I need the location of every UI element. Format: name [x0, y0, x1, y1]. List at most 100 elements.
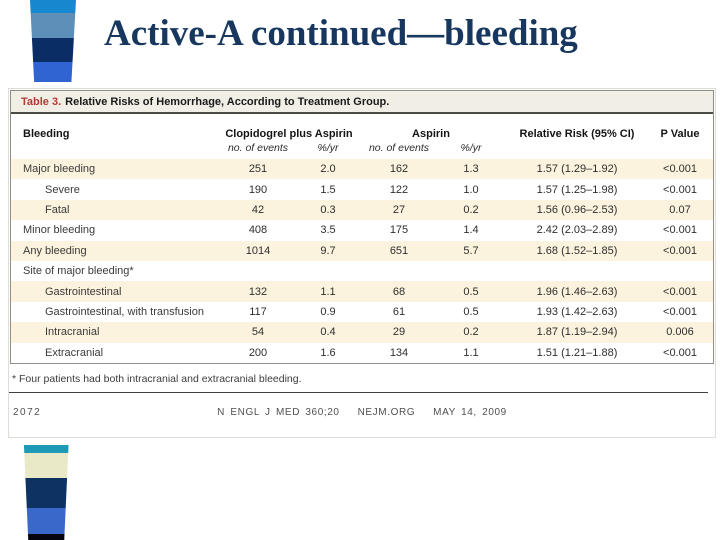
table-row: Minor bleeding 408 3.5 175 1.4 2.42 (2.03–2.8…: [11, 220, 713, 240]
table-row: Major bleeding 251 2.0 162 1.3 1.57 (1.29–1.9…: [11, 159, 713, 180]
subheader-events-2: no. of events: [368, 142, 430, 154]
table-footnote: * Four patients had both intracranial an…: [12, 372, 302, 385]
cell-rate-aspirin: 5.7: [463, 244, 479, 257]
cell-relative-risk: 1.51 (1.21–1.88): [536, 346, 618, 359]
decor-band: [30, 13, 76, 38]
cell-events-aspirin: 162: [389, 163, 409, 176]
cell-rate-aspirin: 0.2: [463, 203, 479, 216]
cell-rate-clopidogrel: 0.9: [320, 305, 336, 318]
cell-rate-clopidogrel: 9.7: [320, 244, 336, 257]
table-title: Relative Risks of Hemorrhage, According …: [65, 96, 390, 108]
table: Table 3. Relative Risks of Hemorrhage, Ac…: [10, 90, 714, 364]
row-label: Fatal: [45, 203, 70, 216]
cell-rate-clopidogrel: 1.5: [320, 183, 336, 196]
cell-events-aspirin: 175: [389, 224, 409, 237]
cell-rate-aspirin: 0.5: [463, 285, 479, 298]
decor-band: [30, 62, 76, 82]
row-label: Severe: [45, 183, 80, 196]
decor-band: [23, 534, 69, 540]
decor-band: [23, 453, 69, 478]
journal-date: MAY 14, 2009: [433, 406, 507, 418]
cell-p-value: <0.001: [663, 183, 697, 196]
header-p-value: P Value: [660, 128, 700, 140]
decor-band: [23, 445, 69, 453]
cell-events-aspirin: 27: [392, 203, 406, 216]
table-rows: Major bleeding 251 2.0 162 1.3 1.57 (1.29–1.9…: [11, 159, 713, 363]
cell-events-aspirin: 68: [392, 285, 406, 298]
cell-rate-clopidogrel: 1.6: [320, 346, 336, 359]
journal-site: NEJM.ORG: [357, 406, 416, 418]
cell-relative-risk: 1.96 (1.46–2.63): [536, 285, 618, 298]
header-bleeding: Bleeding: [23, 128, 70, 140]
cell-rate-clopidogrel: 0.4: [320, 326, 336, 339]
decor-band: [30, 0, 76, 13]
decor-band: [30, 38, 76, 62]
cell-events-clopidogrel: 408: [248, 224, 268, 237]
cell-rate-clopidogrel: 3.5: [320, 224, 336, 237]
cell-p-value: <0.001: [663, 163, 697, 176]
subheader-rate-1: %/yr: [317, 142, 339, 154]
cell-rate-aspirin: 1.0: [463, 183, 479, 196]
table-row: Extracranial 200 1.6 134 1.1 1.51 (1.21–1.88)…: [11, 343, 713, 363]
cell-relative-risk: 1.68 (1.52–1.85): [536, 244, 618, 257]
cell-rate-clopidogrel: 0.3: [320, 203, 336, 216]
cell-events-clopidogrel: 54: [251, 326, 265, 339]
cell-relative-risk: 1.87 (1.19–2.94): [536, 326, 618, 339]
table-row: Site of major bleeding*: [11, 261, 713, 281]
cell-events-clopidogrel: 42: [251, 203, 265, 216]
cell-p-value: 0.006: [666, 326, 694, 339]
bottom-left-decor-bar: [23, 445, 69, 540]
top-left-decor-bar: [30, 0, 76, 82]
cell-events-aspirin: 61: [392, 305, 406, 318]
header-clopidogrel-plus-aspirin: Clopidogrel plus Aspirin: [225, 128, 353, 140]
journal-footer: 2072 N ENGL J MED 360;20 NEJM.ORG MAY 14, …: [9, 407, 715, 421]
cell-rate-aspirin: 1.1: [463, 346, 479, 359]
cell-events-clopidogrel: 200: [248, 346, 268, 359]
cell-p-value: <0.001: [663, 346, 697, 359]
cell-events-clopidogrel: 190: [248, 183, 268, 196]
table-title-row: Table 3. Relative Risks of Hemorrhage, Ac…: [11, 91, 713, 114]
cell-events-aspirin: 122: [389, 183, 409, 196]
subheader-rate-2: %/yr: [460, 142, 482, 154]
cell-relative-risk: 1.57 (1.29–1.92): [536, 163, 618, 176]
cell-events-clopidogrel: 132: [248, 285, 268, 298]
cell-rate-aspirin: 1.3: [463, 163, 479, 176]
subheader-events-1: no. of events: [227, 142, 289, 154]
table-row: Intracranial 54 0.4 29 0.2 1.87 (1.19–2.94) 0.…: [11, 322, 713, 343]
cell-events-clopidogrel: 1014: [245, 244, 271, 257]
row-label: Site of major bleeding*: [23, 265, 134, 278]
row-label: Minor bleeding: [23, 224, 96, 237]
footer-rule: [9, 391, 708, 393]
cell-p-value: 0.07: [669, 203, 691, 216]
table-row: Severe 190 1.5 122 1.0 1.57 (1.25–1.98) <0.001: [11, 179, 713, 199]
decor-band: [23, 478, 69, 508]
table-row: Fatal 42 0.3 27 0.2 1.56 (0.96–2.53) 0.07: [11, 199, 713, 221]
cell-relative-risk: 2.42 (2.03–2.89): [536, 224, 618, 237]
row-label: Any bleeding: [23, 244, 87, 257]
cell-events-aspirin: 651: [389, 244, 409, 257]
cell-rate-aspirin: 0.5: [463, 305, 479, 318]
cell-p-value: <0.001: [663, 244, 697, 257]
row-label: Gastrointestinal: [45, 285, 122, 298]
cell-rate-clopidogrel: 1.1: [320, 285, 336, 298]
header-aspirin: Aspirin: [412, 128, 450, 140]
row-label: Major bleeding: [23, 163, 96, 176]
table-subheader-row: no. of events %/yr no. of events %/yr: [11, 141, 713, 159]
table-row: Any bleeding 1014 9.7 651 5.7 1.68 (1.52–1.85…: [11, 240, 713, 261]
cell-relative-risk: 1.93 (1.42–2.63): [536, 305, 618, 318]
table-row: Gastrointestinal, with transfusion 117 0.9…: [11, 302, 713, 322]
cell-events-clopidogrel: 251: [248, 163, 268, 176]
cell-relative-risk: 1.56 (0.96–2.53): [536, 203, 618, 216]
slide-title: Active-A continued—bleeding: [104, 13, 578, 54]
cell-events-aspirin: 29: [392, 326, 406, 339]
table-row: Gastrointestinal 132 1.1 68 0.5 1.96 (1.46–2.…: [11, 281, 713, 302]
row-label: Intracranial: [45, 326, 100, 339]
journal-name: N ENGL J MED 360;20: [217, 406, 340, 418]
cell-rate-aspirin: 1.4: [463, 224, 479, 237]
cell-p-value: <0.001: [663, 285, 697, 298]
table-number-label: Table 3.: [21, 96, 62, 108]
cell-rate-clopidogrel: 2.0: [320, 163, 336, 176]
page-number: 2072: [13, 406, 42, 418]
header-relative-risk: Relative Risk (95% CI): [519, 128, 635, 140]
row-label: Extracranial: [45, 346, 104, 359]
